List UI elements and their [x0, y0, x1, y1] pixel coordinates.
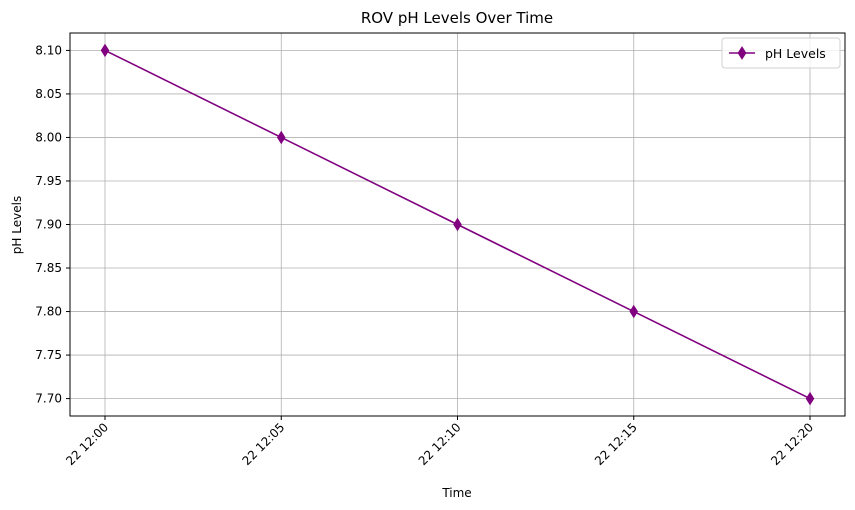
- data-point-diamond: [629, 304, 639, 319]
- legend-box: [721, 37, 841, 69]
- data-point-diamond: [276, 130, 286, 145]
- data-point-diamond: [100, 43, 110, 58]
- data-point-diamond: [805, 391, 815, 406]
- chart-title: ROV pH Levels Over Time: [361, 9, 553, 27]
- series-layer: [100, 43, 815, 406]
- y-tick-label: 7.90: [35, 218, 62, 232]
- y-tick-label: 8.00: [35, 130, 62, 144]
- legend: pH Levels: [721, 37, 841, 69]
- y-tick-label: 7.95: [35, 174, 62, 188]
- y-tick-label: 7.80: [35, 305, 62, 319]
- grid-lines: [70, 33, 845, 416]
- y-tick-label: 7.70: [35, 392, 62, 406]
- y-tick-label: 7.85: [35, 261, 62, 275]
- x-axis-label: Time: [441, 486, 471, 500]
- y-tick-label: 7.75: [35, 348, 62, 362]
- data-point-diamond: [453, 217, 462, 232]
- legend-label-ph-levels: pH Levels: [765, 46, 826, 61]
- tick-marks: [66, 49, 811, 420]
- y-tick-label: 8.05: [35, 87, 62, 101]
- legend-diamond-marker: [737, 46, 747, 60]
- y-axis-label: pH Levels: [10, 196, 24, 254]
- y-tick-label: 8.10: [35, 43, 62, 57]
